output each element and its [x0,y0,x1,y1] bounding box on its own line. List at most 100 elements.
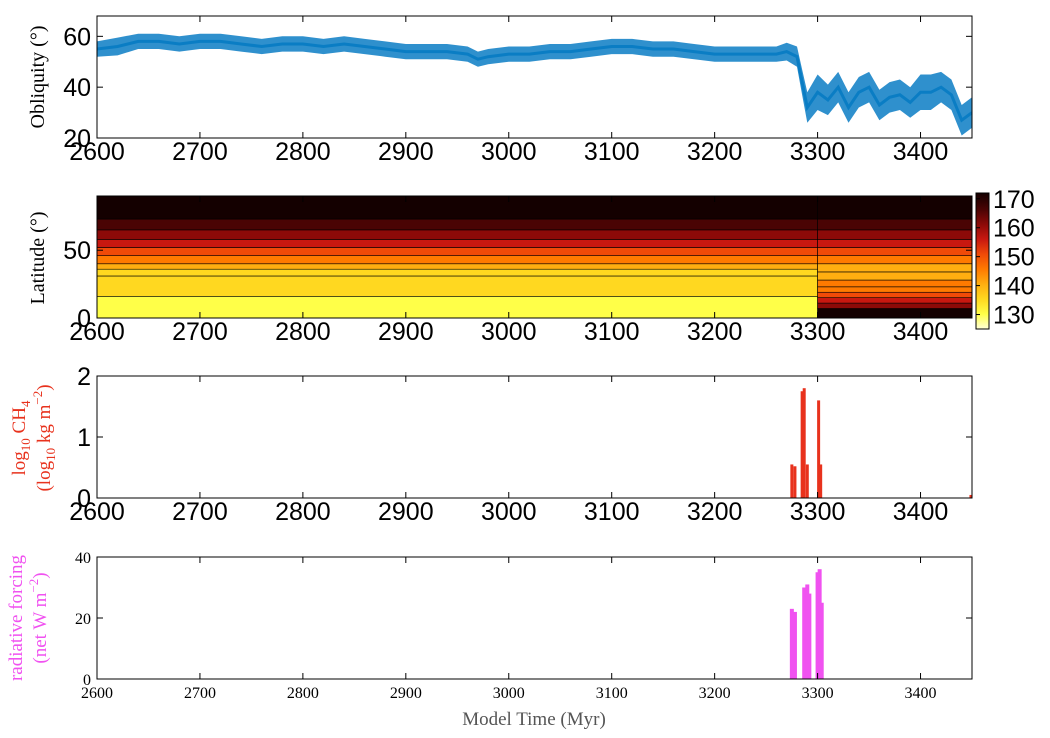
forcing-y-axis-label-line2: (net W m−2) [26,572,51,663]
heatmap-band-before [97,275,818,297]
y-tick-label: 20 [75,611,91,628]
x-tick-label: 3100 [584,318,640,346]
x-tick-label: 2600 [81,685,113,702]
latitude-panel: 2600 2700 2800 2900 3000 3100 3200 3300 3400 0 50… [27,186,1035,346]
heatmap-band-before [97,229,818,240]
heatmap-band-before [97,263,818,270]
methane-spike [817,400,821,498]
x-tick-label: 2800 [275,318,331,346]
methane-spike [969,494,973,498]
methane-spike [805,464,809,498]
forcing-x-ticks: 2600 2700 2800 2900 3000 3100 3200 3300 3400 [81,557,937,702]
x-tick-label: 3100 [596,685,628,702]
heatmap-band-after [817,302,972,309]
methane-y-axis-label-line2: (log10 kg m−2) [30,384,58,491]
x-tick-label: 3000 [481,498,537,526]
x-tick-label: 2900 [378,138,434,166]
x-tick-label: 2600 [69,498,125,526]
methane-spike [790,464,794,498]
x-tick-label: 3400 [893,318,949,346]
x-tick-label: 2900 [390,685,422,702]
heatmap-band-after [817,263,972,273]
latitude-y-axis-label: Latitude (°) [27,212,49,305]
latitude-axes-box [96,195,973,319]
colorbar-tick-label: 150 [993,244,1035,272]
heatmap-band-before [97,268,818,277]
x-tick-label: 3000 [481,318,537,346]
methane-spike [819,464,823,498]
heatmap-band-before [97,247,818,256]
colorbar-tick-label: 160 [993,215,1035,243]
y-tick-label: 0 [83,672,91,689]
heatmap-band-after [817,297,972,304]
x-tick-label: 3000 [493,685,525,702]
heatmap-band-before [97,255,818,265]
methane-spike [800,391,804,498]
x-tick-label: 2600 [69,138,125,166]
methane-y-ticks: 0 1 2 [77,363,972,513]
x-tick-label: 2700 [184,685,216,702]
x-tick-label: 3400 [893,498,949,526]
x-tick-label: 3100 [584,498,640,526]
forcing-spike [817,569,822,679]
x-tick-label: 3400 [893,138,949,166]
obliquity-y-axis-label: Obliquity (°) [27,26,49,129]
x-tick-label: 3200 [687,498,743,526]
methane-panel: 2600 2700 2800 2900 3000 3100 3200 3300 3400 012… [9,363,973,526]
obliquity-axes-box [96,15,973,139]
forcing-spike [792,611,797,679]
x-tick-label: 2800 [275,138,331,166]
heatmap-band-after [817,239,972,248]
y-tick-label: 0 [77,305,91,333]
forcing-axes-box [96,556,973,680]
x-tick-label: 3300 [790,318,846,346]
colorbar-tick-label: 140 [993,273,1035,301]
heatmap-band-after [817,271,972,281]
x-tick-label: 3300 [790,498,846,526]
x-tick-label: 3300 [802,685,834,702]
x-tick-label: 3200 [687,318,743,346]
colorbar-gradient [975,192,990,330]
forcing-plot-area [789,569,824,679]
heatmap-band-after [817,286,972,293]
forcing-spike [805,584,810,679]
y-tick-label: 50 [63,237,91,265]
obliquity-envelope [97,33,972,136]
y-tick-label: 60 [63,23,91,51]
latitude-x-ticks: 2600 2700 2800 2900 3000 3100 3200 3300 3400 [69,196,948,346]
heatmap-band-after [817,308,972,318]
colorbar-tick-label: 170 [993,186,1035,214]
x-tick-label: 2800 [287,685,319,702]
x-tick-label: 2700 [172,318,228,346]
obliquity-plot-area [97,33,972,136]
latitude-heatmap [97,196,972,318]
heatmap-band-before [97,296,818,318]
x-tick-label: 3300 [790,138,846,166]
methane-spike [802,388,806,498]
y-tick-label: 1 [77,424,91,452]
x-tick-label: 2900 [378,498,434,526]
obliquity-x-ticks: 2600 2700 2800 2900 3000 3100 3200 3300 3400 [69,16,948,166]
x-tick-label: 2700 [172,498,228,526]
colorbar-tick-label: 130 [993,302,1035,330]
x-tick-label: 3100 [584,138,640,166]
methane-spike [793,466,797,498]
latitude-y-ticks: 0 50 [63,237,972,333]
forcing-panel: 2600 2700 2800 2900 3000 3100 3200 3300 3400 0 20… [6,550,973,730]
heatmap-band-before [97,196,818,220]
forcing-y-axis-label-line1: radiative forcing [6,554,27,681]
forcing-spike [819,602,824,679]
x-tick-label: 2900 [378,318,434,346]
y-tick-label: 2 [77,363,91,391]
heatmap-band-after [817,229,972,240]
y-tick-label: 20 [63,125,91,153]
y-tick-label: 0 [77,485,91,513]
methane-plot-area [790,388,973,498]
obliquity-y-ticks: 20 40 60 [63,23,972,153]
x-tick-label: 3000 [481,138,537,166]
x-tick-label: 2700 [172,138,228,166]
forcing-spike [789,608,794,679]
